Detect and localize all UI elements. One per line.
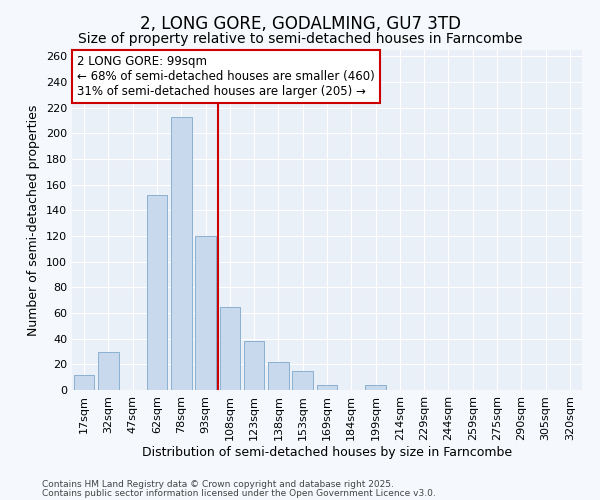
Bar	[98, 352, 119, 390]
Bar	[317, 385, 337, 390]
Bar	[220, 306, 240, 390]
Bar	[146, 195, 167, 390]
Y-axis label: Number of semi-detached properties: Number of semi-detached properties	[28, 104, 40, 336]
Text: 2 LONG GORE: 99sqm
← 68% of semi-detached houses are smaller (460)
31% of semi-d: 2 LONG GORE: 99sqm ← 68% of semi-detache…	[77, 55, 375, 98]
Bar	[244, 341, 265, 390]
X-axis label: Distribution of semi-detached houses by size in Farncombe: Distribution of semi-detached houses by …	[142, 446, 512, 458]
Bar	[171, 116, 191, 390]
Text: Contains public sector information licensed under the Open Government Licence v3: Contains public sector information licen…	[42, 488, 436, 498]
Bar	[195, 236, 216, 390]
Bar	[292, 371, 313, 390]
Text: 2, LONG GORE, GODALMING, GU7 3TD: 2, LONG GORE, GODALMING, GU7 3TD	[139, 15, 461, 33]
Bar	[74, 374, 94, 390]
Bar	[268, 362, 289, 390]
Text: Size of property relative to semi-detached houses in Farncombe: Size of property relative to semi-detach…	[78, 32, 522, 46]
Bar	[365, 385, 386, 390]
Text: Contains HM Land Registry data © Crown copyright and database right 2025.: Contains HM Land Registry data © Crown c…	[42, 480, 394, 489]
